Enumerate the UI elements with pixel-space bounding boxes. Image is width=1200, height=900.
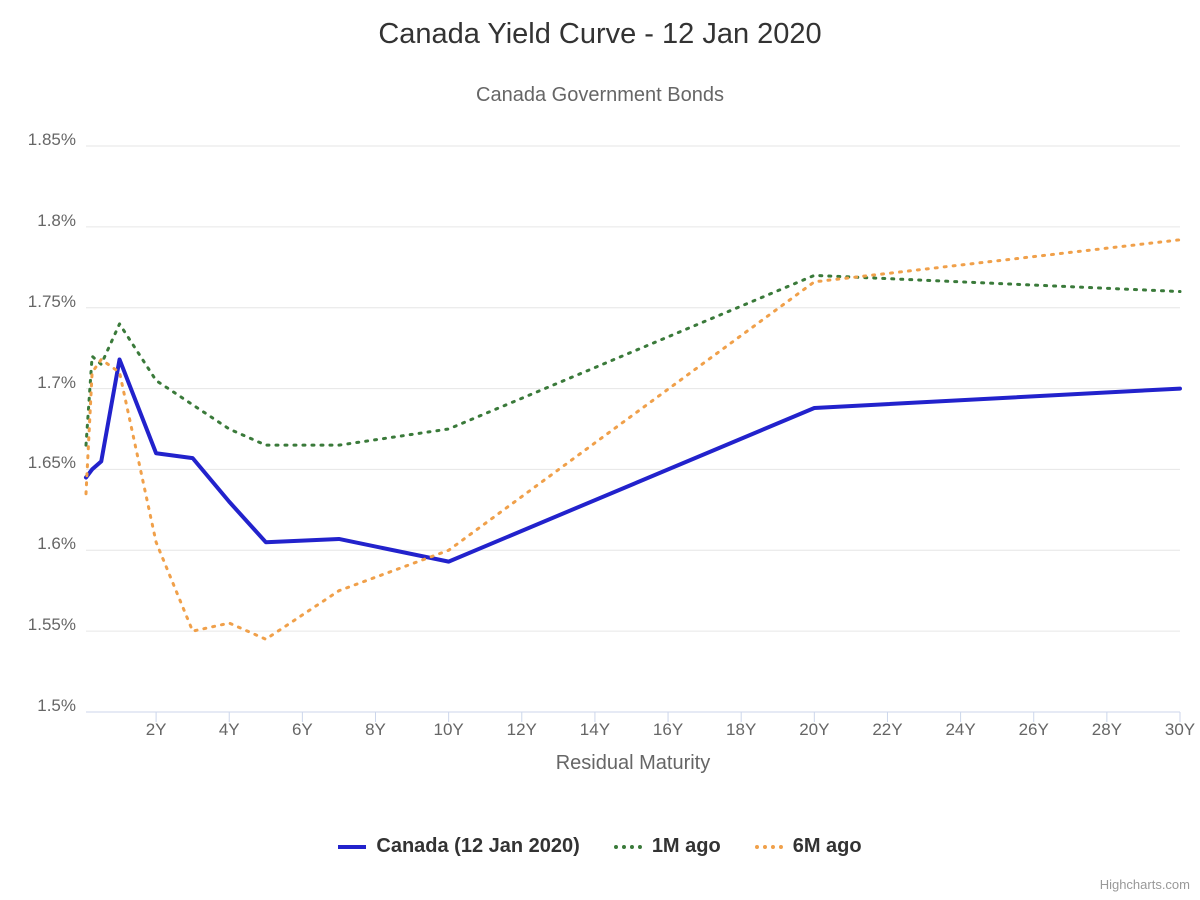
chart-title: Canada Yield Curve - 12 Jan 2020 <box>0 18 1200 51</box>
legend-label: 1M ago <box>652 835 721 858</box>
x-tick-label: 26Y <box>1019 720 1049 740</box>
x-tick-label: 14Y <box>580 720 610 740</box>
x-tick-label: 8Y <box>365 720 386 740</box>
x-tick-label: 12Y <box>507 720 537 740</box>
x-tick-label: 22Y <box>872 720 902 740</box>
plot-area <box>86 140 1180 718</box>
x-tick-label: 2Y <box>146 720 167 740</box>
y-tick-label: 1.75% <box>28 292 76 312</box>
x-tick-label: 18Y <box>726 720 756 740</box>
y-tick-label: 1.55% <box>28 615 76 635</box>
yield-curve-chart: Canada Yield Curve - 12 Jan 2020 Canada … <box>0 0 1200 900</box>
x-axis-title: Residual Maturity <box>86 752 1180 775</box>
x-tick-label: 30Y <box>1165 720 1195 740</box>
legend-item[interactable]: Canada (12 Jan 2020) <box>338 835 579 858</box>
series-line <box>86 275 1180 445</box>
credits-label[interactable]: Highcharts.com <box>1100 877 1190 892</box>
chart-subtitle: Canada Government Bonds <box>0 84 1200 107</box>
legend-swatch <box>614 845 642 849</box>
legend-swatch <box>338 845 366 849</box>
legend: Canada (12 Jan 2020) 1M ago 6M ago <box>0 835 1200 858</box>
legend-item[interactable]: 6M ago <box>755 835 862 858</box>
y-tick-label: 1.5% <box>37 696 76 716</box>
y-tick-label: 1.8% <box>37 211 76 231</box>
series-line <box>86 359 1180 561</box>
x-tick-label: 28Y <box>1092 720 1122 740</box>
legend-label: Canada (12 Jan 2020) <box>376 835 579 858</box>
legend-label: 6M ago <box>793 835 862 858</box>
y-tick-label: 1.7% <box>37 373 76 393</box>
legend-item[interactable]: 1M ago <box>614 835 721 858</box>
x-tick-label: 20Y <box>799 720 829 740</box>
x-tick-label: 10Y <box>434 720 464 740</box>
x-tick-label: 4Y <box>219 720 240 740</box>
legend-swatch <box>755 845 783 849</box>
y-tick-label: 1.65% <box>28 453 76 473</box>
x-tick-label: 16Y <box>653 720 683 740</box>
y-tick-label: 1.6% <box>37 534 76 554</box>
x-tick-label: 24Y <box>945 720 975 740</box>
x-tick-label: 6Y <box>292 720 313 740</box>
y-tick-label: 1.85% <box>28 130 76 150</box>
